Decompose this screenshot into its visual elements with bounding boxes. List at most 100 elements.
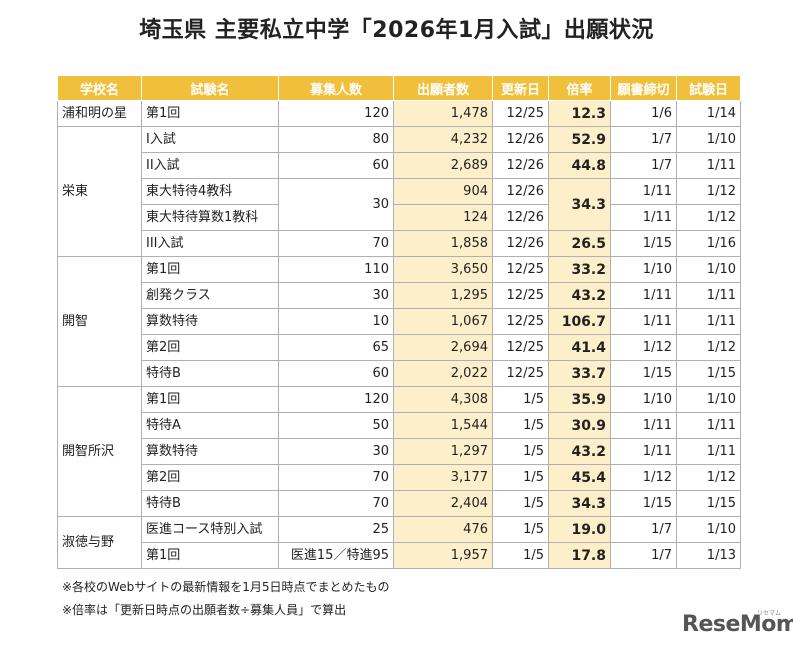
rate: 35.9 <box>548 386 611 413</box>
capacity: 30 <box>278 282 394 309</box>
capacity: 50 <box>278 412 394 439</box>
exam-name: 特待A <box>141 412 279 439</box>
capacity: 120 <box>278 100 394 127</box>
deadline: 1/11 <box>610 412 677 439</box>
updated: 1/5 <box>492 412 549 439</box>
applicants: 2,022 <box>393 360 493 387</box>
rate: 45.4 <box>548 464 611 491</box>
deadline: 1/7 <box>610 542 677 569</box>
applicants: 2,689 <box>393 152 493 179</box>
applicants: 1,544 <box>393 412 493 439</box>
updated: 1/5 <box>492 542 549 569</box>
updated: 12/26 <box>492 230 549 257</box>
exam-name: 第1回 <box>141 256 279 283</box>
table-row: III入試 70 1,858 12/26 26.5 1/15 1/16 <box>58 230 741 257</box>
table-row: 開智所沢 第1回 120 4,308 1/5 35.9 1/10 1/10 <box>57 386 741 517</box>
school-name: 浦和明の星 <box>57 100 142 127</box>
application-status-table: 学校名 試験名 募集人数 出願者数 更新日 倍率 願書締切 試験日 浦和明の星 … <box>57 75 741 569</box>
exam-name: 第2回 <box>141 464 279 491</box>
deadline: 1/11 <box>610 438 677 465</box>
rate: 12.3 <box>548 100 611 127</box>
updated: 12/25 <box>492 256 549 283</box>
updated: 1/5 <box>492 516 549 543</box>
deadline: 1/15 <box>610 490 677 517</box>
school-name: 栄東 <box>57 126 142 257</box>
capacity: 120 <box>278 386 394 413</box>
capacity: 80 <box>278 126 394 153</box>
updated: 1/5 <box>492 438 549 465</box>
school-name: 開智 <box>57 256 142 387</box>
table-row: 算数特待 30 1,297 1/5 43.2 1/11 1/11 <box>58 438 741 465</box>
table-row: 第2回 65 2,694 12/25 41.4 1/12 1/12 <box>58 334 741 361</box>
capacity: 25 <box>278 516 394 543</box>
exam-date: 1/11 <box>676 152 741 179</box>
rate: 33.7 <box>548 360 611 387</box>
updated: 12/26 <box>492 178 549 205</box>
exam-date: 1/11 <box>676 438 741 465</box>
capacity: 110 <box>278 256 394 283</box>
capacity: 60 <box>278 152 394 179</box>
rate: 106.7 <box>548 308 611 335</box>
table-row: 特待B 70 2,404 1/5 34.3 1/15 1/15 <box>58 490 741 517</box>
exam-name: 医進コース特別入試 <box>141 516 279 543</box>
deadline: 1/11 <box>610 282 677 309</box>
rate: 43.2 <box>548 282 611 309</box>
table-row: II入試 60 2,689 12/26 44.8 1/7 1/11 <box>58 152 741 179</box>
exam-name: 第1回 <box>141 100 279 127</box>
exam-name: 東大特待算数1教科 <box>141 204 279 231</box>
table-body: 浦和明の星 第1回 120 1,478 12/25 12.3 1/6 1/14 … <box>57 100 741 569</box>
updated: 12/25 <box>492 100 549 127</box>
updated: 12/25 <box>492 308 549 335</box>
applicants: 1,295 <box>393 282 493 309</box>
rate: 26.5 <box>548 230 611 257</box>
capacity: 30 <box>278 438 394 465</box>
header-updated: 更新日 <box>492 75 549 101</box>
applicants: 2,404 <box>393 490 493 517</box>
applicants: 124 <box>393 204 493 231</box>
table-row: 特待B 60 2,022 12/25 33.7 1/15 1/15 <box>58 360 741 387</box>
exam-date: 1/13 <box>676 542 741 569</box>
updated: 12/26 <box>492 126 549 153</box>
capacity-note: 医進15／特進95 <box>278 542 394 569</box>
exam-date: 1/10 <box>676 126 741 153</box>
rate: 52.9 <box>548 126 611 153</box>
exam-date: 1/15 <box>676 490 741 517</box>
table-row: 創発クラス 30 1,295 12/25 43.2 1/11 1/11 <box>58 282 741 309</box>
table-row: 浦和明の星 第1回 120 1,478 12/25 12.3 1/6 1/14 <box>57 100 741 127</box>
deadline: 1/10 <box>610 386 677 413</box>
exam-date: 1/15 <box>676 360 741 387</box>
updated: 1/5 <box>492 464 549 491</box>
deadline: 1/6 <box>610 100 677 127</box>
table-row: 第1回 医進15／特進95 1,957 1/5 17.8 1/7 1/13 <box>58 542 741 569</box>
exam-name: 第1回 <box>141 386 279 413</box>
exam-name: 第2回 <box>141 334 279 361</box>
updated: 1/5 <box>492 386 549 413</box>
rate: 30.9 <box>548 412 611 439</box>
applicants: 1,297 <box>393 438 493 465</box>
school-name: 開智所沢 <box>57 386 142 517</box>
page-title: 埼玉県 主要私立中学「2026年1月入試」出願状況 <box>139 18 654 43</box>
exam-name: 創発クラス <box>141 282 279 309</box>
deadline: 1/15 <box>610 230 677 257</box>
logo-subtitle: リセマム <box>757 610 782 617</box>
exam-name: 算数特待 <box>141 438 279 465</box>
applicants: 1,957 <box>393 542 493 569</box>
table-row: 算数特待 10 1,067 12/25 106.7 1/11 1/11 <box>58 308 741 335</box>
table-row: 特待A 50 1,544 1/5 30.9 1/11 1/11 <box>58 412 741 439</box>
table-row: 第2回 70 3,177 1/5 45.4 1/12 1/12 <box>58 464 741 491</box>
deadline: 1/11 <box>610 308 677 335</box>
table-row: 東大特待算数1教科 124 12/26 1/11 1/12 <box>58 204 741 231</box>
header-exam: 試験名 <box>141 75 279 101</box>
rate: 41.4 <box>548 334 611 361</box>
exam-date: 1/10 <box>676 516 741 543</box>
capacity: 70 <box>278 464 394 491</box>
updated: 12/26 <box>492 152 549 179</box>
updated: 12/25 <box>492 282 549 309</box>
applicants: 3,650 <box>393 256 493 283</box>
rate: 19.0 <box>548 516 611 543</box>
exam-name: I入試 <box>141 126 279 153</box>
applicants: 4,308 <box>393 386 493 413</box>
exam-date: 1/11 <box>676 412 741 439</box>
updated: 12/26 <box>492 204 549 231</box>
table-header: 学校名 試験名 募集人数 出願者数 更新日 倍率 願書締切 試験日 <box>57 75 741 101</box>
